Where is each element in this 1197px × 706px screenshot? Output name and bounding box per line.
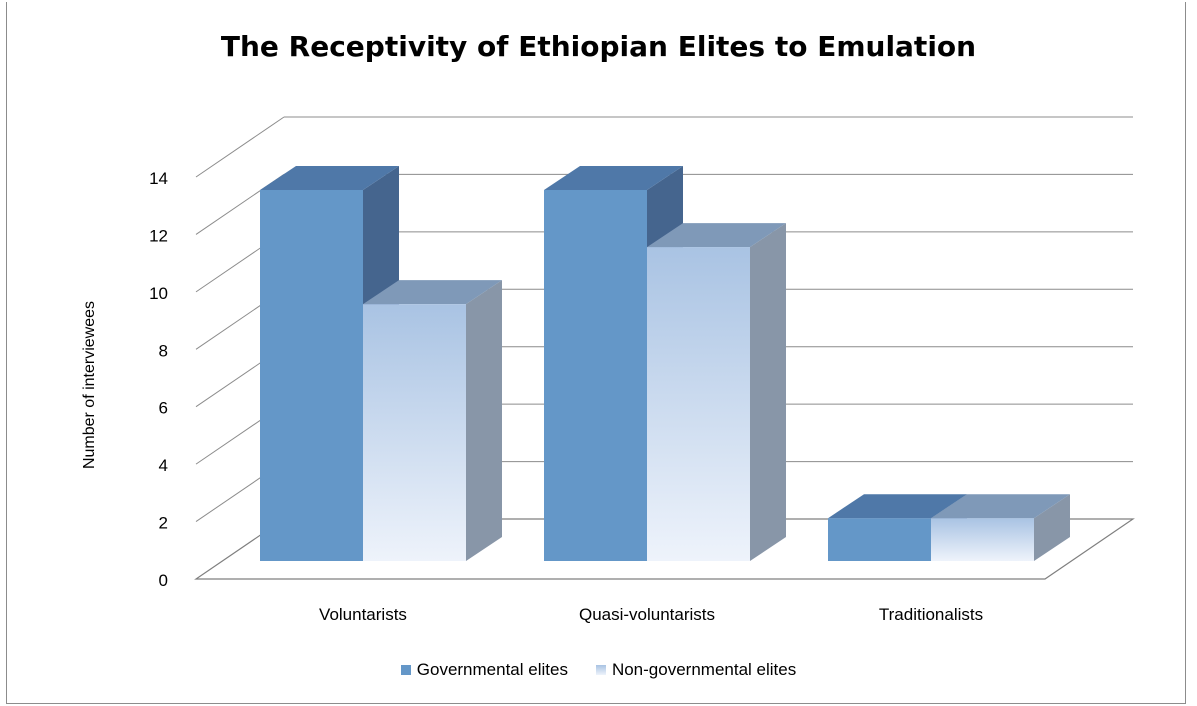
y-tick-label: 12 — [149, 226, 168, 245]
bar-non-governmental-elites — [931, 518, 1034, 561]
bars — [260, 166, 1070, 562]
bar-top — [931, 494, 1070, 519]
bar-top — [363, 280, 502, 305]
chart-walls — [194, 518, 1135, 580]
bar-side — [750, 223, 786, 562]
bar-side — [1034, 494, 1070, 561]
legend-item: Governmental elites — [400, 660, 568, 680]
bar-governmental-elites — [260, 190, 363, 561]
bar-top — [828, 494, 967, 519]
x-tick-label: Traditionalists — [879, 605, 983, 624]
chart-title: The Receptivity of Ethiopian Elites to E… — [220, 30, 977, 63]
y-tick-label: 6 — [159, 399, 168, 418]
legend: Governmental elites Non-governmental elit… — [0, 660, 1197, 680]
legend-label: Non-governmental elites — [611, 660, 797, 679]
gridline-diagonal — [195, 116, 285, 178]
bar-side — [466, 280, 502, 561]
legend-swatch — [595, 665, 606, 675]
legend-label: Governmental elites — [416, 660, 568, 679]
bar-top — [260, 166, 399, 190]
chart-floor — [194, 518, 1135, 580]
legend-swatch — [400, 665, 411, 675]
y-axis-ticks: 0 2 4 6 8 10 12 14 — [149, 169, 168, 590]
x-tick-label: Quasi-voluntarists — [579, 605, 715, 624]
y-tick-label: 2 — [159, 514, 168, 533]
x-tick-label: Voluntarists — [319, 605, 407, 624]
y-tick-label: 10 — [149, 284, 168, 303]
bar-top — [544, 166, 683, 190]
y-tick-label: 14 — [149, 169, 168, 188]
y-tick-label: 8 — [159, 341, 168, 360]
y-tick-label: 4 — [159, 456, 168, 475]
x-axis-ticks: Voluntarists Quasi-voluntarists Traditiona… — [319, 605, 983, 624]
legend-item: Non-governmental elites — [595, 660, 797, 680]
bar-non-governmental-elites — [363, 304, 466, 561]
bar-top — [647, 223, 786, 248]
bar-governmental-elites — [828, 518, 931, 561]
y-tick-label: 0 — [159, 571, 168, 590]
bar-governmental-elites — [544, 190, 647, 561]
bar-non-governmental-elites — [647, 247, 750, 562]
